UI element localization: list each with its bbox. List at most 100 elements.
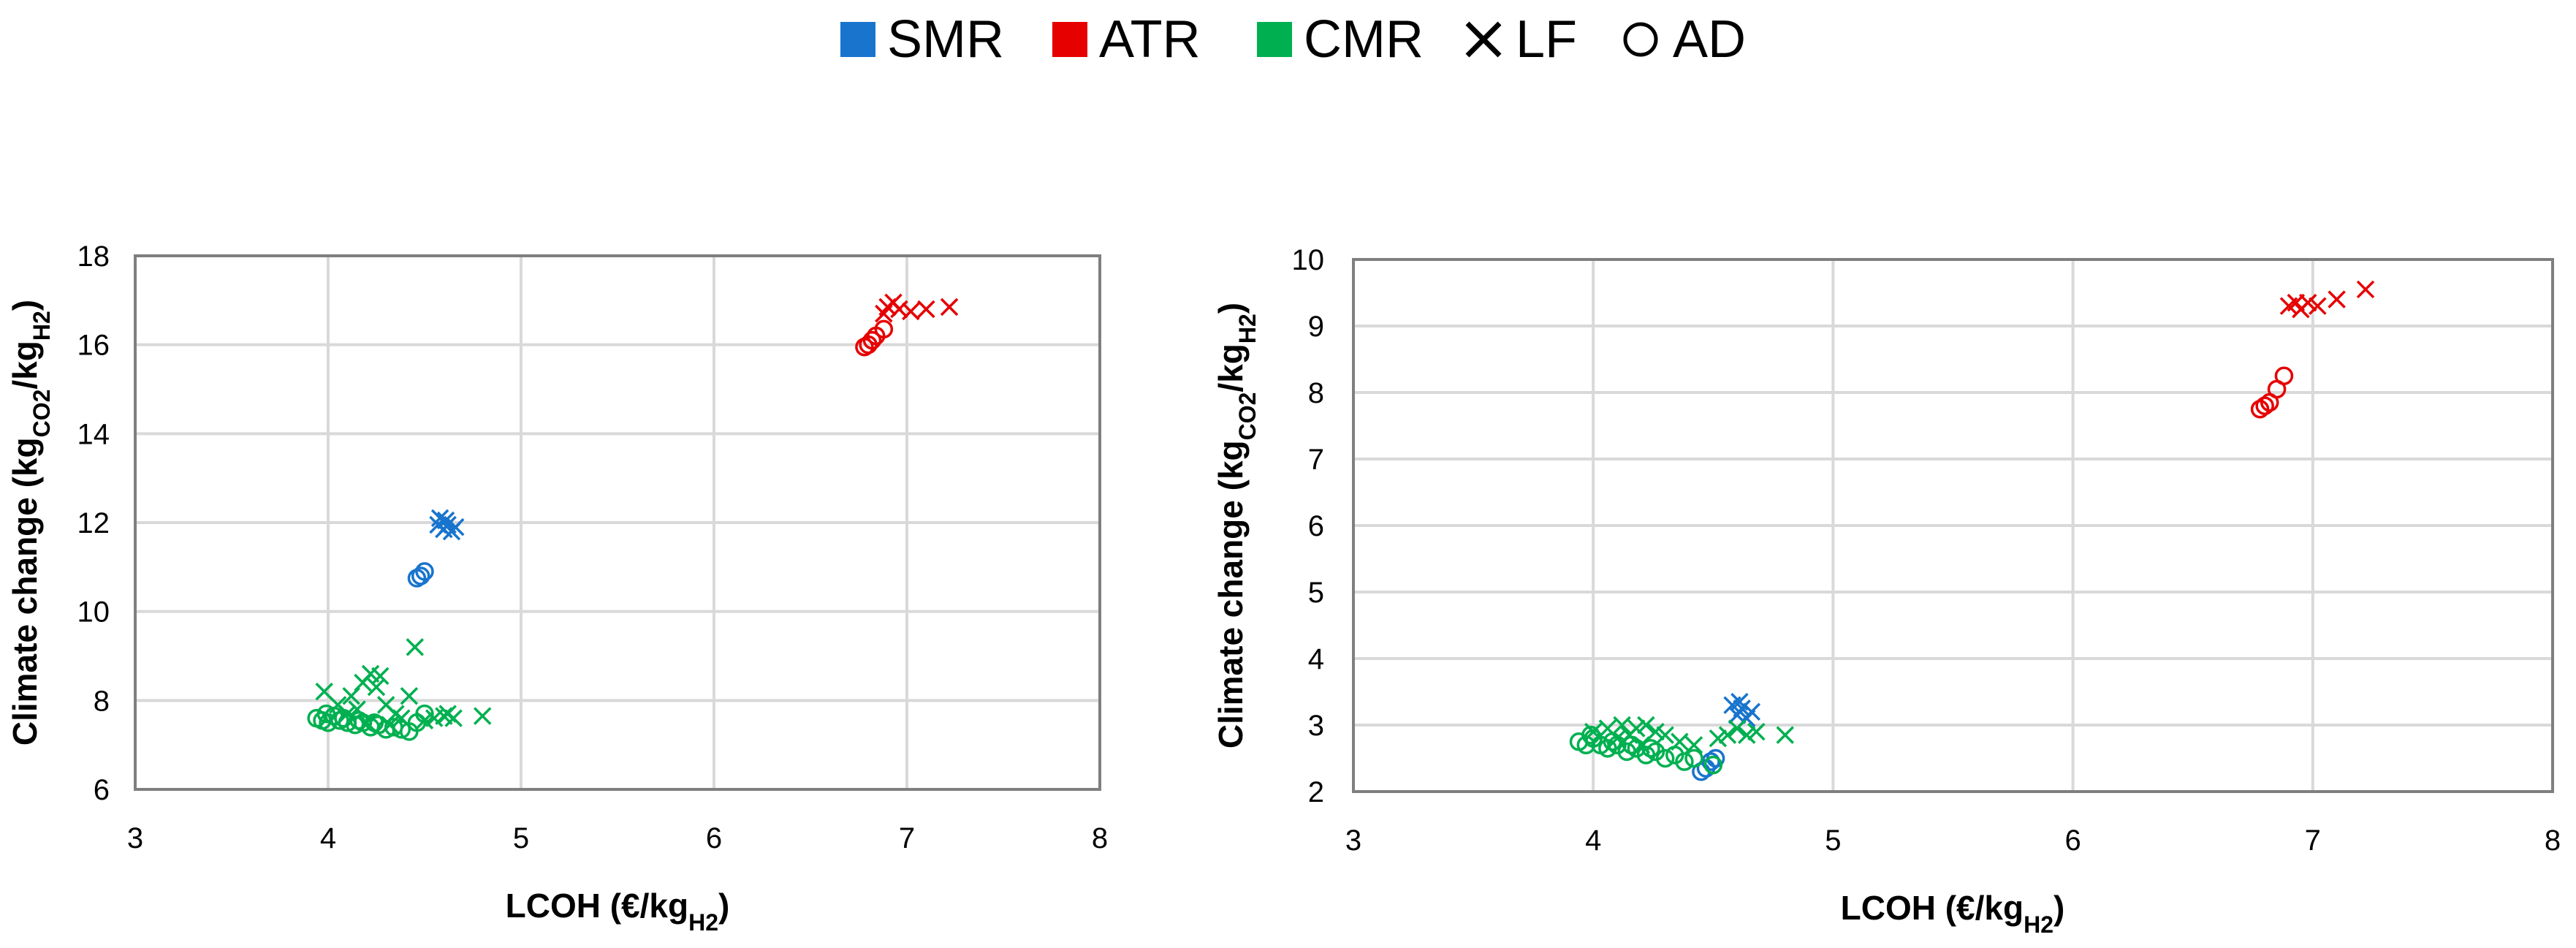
legend-item-smr: SMR — [840, 10, 1004, 69]
y-tick-label: 2 — [1308, 776, 1324, 808]
data-point-cmr-lf — [1709, 729, 1728, 748]
data-point-cmr-ad — [365, 713, 384, 732]
data-point-smr-ad — [411, 566, 430, 585]
data-point-atr-lf — [917, 300, 935, 319]
data-point-cmr-ad — [415, 704, 434, 724]
data-point-cmr-lf — [367, 678, 386, 697]
data-point-cmr-lf — [406, 638, 425, 656]
data-point-atr-ad — [862, 330, 882, 350]
legend-item-ad: AD — [1619, 10, 1746, 69]
smr-color-swatch — [840, 22, 875, 57]
x-tick-label: 3 — [127, 822, 143, 854]
plot-area-frame — [134, 254, 1101, 791]
cmr-color-swatch — [1257, 22, 1292, 57]
y-tick-label: 18 — [77, 240, 110, 273]
data-point-atr-lf — [902, 302, 920, 321]
x-tick-label: 7 — [2305, 824, 2321, 857]
data-point-cmr-ad — [1622, 735, 1641, 755]
data-point-cmr-ad — [1684, 748, 1703, 768]
plot-area-frame — [1352, 258, 2554, 793]
data-point-cmr-ad — [392, 720, 411, 739]
x-tick-label: 5 — [513, 822, 529, 854]
x-tick-label: 8 — [2545, 824, 2561, 857]
data-point-cmr-ad — [1603, 732, 1622, 751]
data-point-cmr-lf — [1738, 726, 1756, 744]
data-point-atr-ad — [2255, 396, 2274, 415]
y-tick-label: 16 — [77, 330, 110, 362]
x-tick-label: 6 — [706, 822, 722, 854]
data-point-cmr-lf — [371, 667, 390, 686]
data-point-cmr-lf — [1646, 722, 1665, 741]
data-point-cmr-lf — [444, 709, 463, 727]
data-point-smr-ad — [415, 562, 434, 581]
y-tick-label: 9 — [1308, 311, 1324, 343]
y-tick-label: 10 — [1292, 244, 1325, 276]
data-point-smr-lf — [1730, 692, 1749, 711]
data-point-cmr-ad — [316, 704, 336, 724]
data-point-cmr-lf — [1613, 716, 1631, 735]
data-point-atr-lf — [940, 297, 959, 316]
data-point-cmr-ad — [1581, 725, 1600, 745]
data-point-cmr-ad — [1703, 755, 1723, 775]
data-point-cmr-lf — [315, 682, 333, 701]
x-tick-label: 5 — [1825, 824, 1841, 857]
data-point-cmr-lf — [473, 707, 492, 725]
y-tick-label: 12 — [77, 507, 110, 539]
data-point-cmr-lf — [400, 687, 419, 705]
data-point-atr-lf — [2298, 293, 2317, 312]
y-tick-label: 14 — [77, 418, 110, 450]
y-tick-label: 4 — [1308, 643, 1324, 675]
data-point-atr-lf — [2328, 290, 2346, 308]
data-point-cmr-ad — [1655, 748, 1675, 768]
circle-icon — [1623, 22, 1658, 57]
x-tick-label: 4 — [320, 822, 336, 854]
chart-legend: SMR ATR CMR LF AD — [0, 0, 2576, 80]
y-tick-label: 10 — [77, 596, 110, 629]
legend-item-cmr: CMR — [1257, 10, 1424, 69]
data-point-smr-lf — [447, 517, 465, 536]
y-tick-label: 6 — [94, 774, 110, 806]
data-point-cmr-lf — [1637, 716, 1655, 735]
legend-label-atr: ATR — [1099, 10, 1201, 69]
data-point-cmr-ad — [1641, 739, 1660, 758]
data-point-atr-lf — [2356, 280, 2375, 299]
y-tick-label: 8 — [1308, 377, 1324, 409]
legend-label-ad: AD — [1673, 10, 1747, 69]
data-point-smr-lf — [1742, 702, 1761, 721]
y-tick-label: 7 — [1308, 444, 1324, 476]
data-point-atr-ad — [874, 319, 894, 339]
x-axis-title: LCOH (€/kgH2) — [506, 887, 730, 936]
scatter-chart-1: 3 4 5 6 7 8 6 8 10 12 14 16 18 LCOH (€/kgH2) Climate c… — [6, 240, 1108, 936]
data-point-atr-lf — [2309, 297, 2327, 315]
legend-item-lf: LF — [1462, 10, 1577, 69]
legend-label-cmr: CMR — [1304, 10, 1424, 69]
x-tick-label: 8 — [1092, 822, 1108, 854]
data-point-cmr-lf — [1776, 726, 1794, 744]
data-point-cmr-lf — [1684, 736, 1703, 754]
y-axis-title: Climate change (kgCO2/kgH2) — [1212, 303, 1261, 748]
y-tick-label: 5 — [1308, 577, 1324, 609]
y-tick-label: 6 — [1308, 510, 1324, 542]
y-axis-title: Climate change (kgCO2/kgH2) — [6, 300, 55, 746]
x-tick-label: 4 — [1585, 824, 1601, 857]
data-point-cmr-lf — [1747, 722, 1766, 741]
x-tick-label: 7 — [899, 822, 915, 854]
data-point-cmr-lf — [1656, 726, 1674, 744]
data-point-cmr-ad — [1675, 752, 1694, 771]
data-point-cmr-lf — [1728, 719, 1747, 737]
y-tick-label: 3 — [1308, 710, 1324, 742]
legend-label-smr: SMR — [887, 10, 1004, 69]
data-point-smr-lf — [436, 511, 455, 530]
data-point-atr-ad — [2274, 366, 2294, 385]
data-point-cmr-lf — [1718, 726, 1737, 744]
data-point-smr-ad — [1701, 752, 1720, 771]
data-point-atr-lf — [890, 300, 908, 319]
x-axis-title: LCOH (€/kgH2) — [1841, 889, 2065, 938]
cross-icon — [1465, 21, 1502, 58]
x-tick-label: 3 — [1345, 824, 1361, 857]
legend-item-atr: ATR — [1052, 10, 1201, 69]
x-tick-label: 6 — [2064, 824, 2081, 857]
y-tick-label: 8 — [94, 685, 110, 717]
